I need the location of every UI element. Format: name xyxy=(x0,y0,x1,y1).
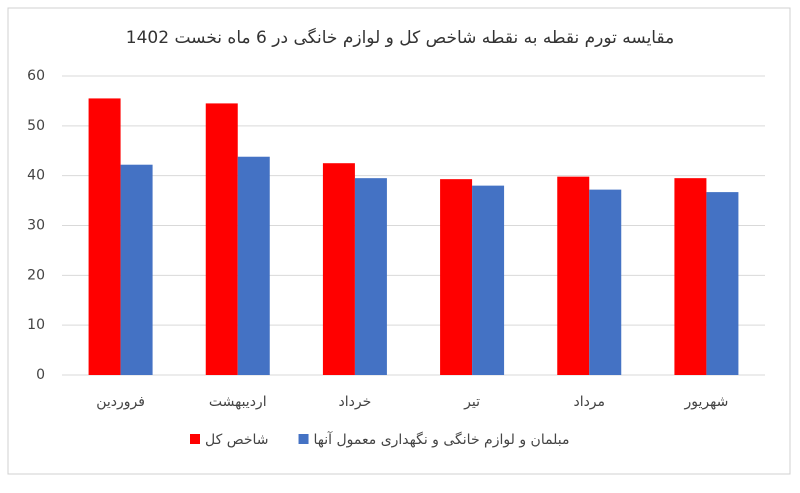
x-tick-label: شهریور xyxy=(684,394,729,410)
y-tick-label: 60 xyxy=(27,68,45,84)
bar xyxy=(88,98,121,376)
chart-title: مقایسه تورم نقطه به نقطه شاخص کل و لوازم… xyxy=(126,27,674,48)
y-tick-label: 30 xyxy=(27,218,45,234)
legend-swatch xyxy=(298,434,309,444)
bar xyxy=(440,179,473,375)
legend-swatch xyxy=(190,434,200,444)
y-tick-label: 50 xyxy=(27,118,45,134)
bar xyxy=(589,189,622,375)
x-tick-label: فروردین xyxy=(96,394,145,410)
bar xyxy=(472,185,505,375)
x-tick-label: خرداد xyxy=(339,394,372,410)
bar xyxy=(120,164,153,375)
bar xyxy=(674,178,707,375)
y-tick-label: 0 xyxy=(36,367,45,383)
bar xyxy=(205,103,238,376)
legend-label: مبلمان و لوازم خانگی و نگهداری معمول آنه… xyxy=(314,431,570,448)
y-tick-label: 10 xyxy=(27,317,45,333)
x-tick-label: مرداد xyxy=(573,394,605,410)
bar xyxy=(237,156,270,375)
legend-label: شاخص کل xyxy=(205,432,269,448)
bar xyxy=(322,163,355,375)
y-tick-label: 20 xyxy=(27,267,45,283)
bar xyxy=(706,192,739,375)
y-tick-label: 40 xyxy=(27,168,45,184)
bar xyxy=(557,176,590,375)
x-tick-label: اردیبهشت xyxy=(209,394,267,410)
x-tick-label: تیر xyxy=(463,394,480,410)
bar xyxy=(354,178,387,375)
